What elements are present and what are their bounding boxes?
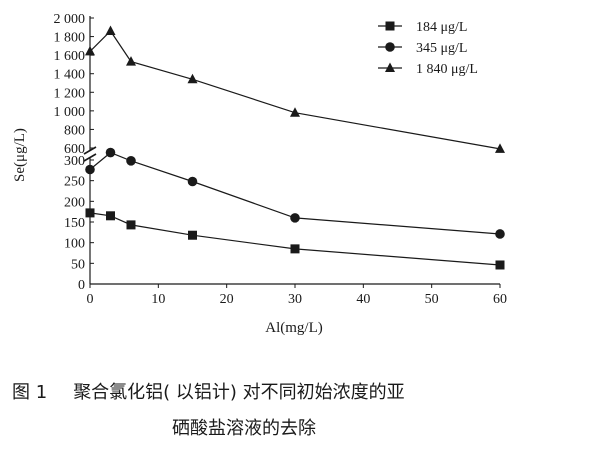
data-point-circle bbox=[85, 164, 95, 175]
data-point-square bbox=[188, 230, 197, 240]
y-axis-label: Se(μg/L) bbox=[12, 128, 28, 182]
y-tick-label: 1 400 bbox=[54, 68, 86, 83]
x-tick-label: 40 bbox=[356, 292, 370, 307]
data-point-square bbox=[126, 220, 136, 230]
data-point-triangle bbox=[290, 107, 300, 117]
legend: 184 μg/L 345 μg/L 1 840 μg/L bbox=[378, 20, 478, 77]
data-point-triangle bbox=[495, 143, 505, 153]
data-point-triangle bbox=[105, 25, 116, 35]
y-tick-label: 1 000 bbox=[54, 105, 86, 120]
data-point-triangle bbox=[187, 73, 198, 84]
y-tick-label: 1 800 bbox=[54, 31, 86, 46]
x-tick-label: 30 bbox=[288, 292, 302, 307]
data-point-circle bbox=[495, 229, 505, 239]
y-tick-label: 200 bbox=[64, 195, 85, 210]
series-markers bbox=[85, 25, 505, 270]
data-point-circle bbox=[187, 176, 198, 187]
data-point-circle bbox=[105, 147, 116, 158]
y-tick-label: 250 bbox=[64, 175, 85, 190]
y-tick-label: 800 bbox=[64, 123, 85, 138]
data-point-square bbox=[106, 211, 115, 221]
legend-label: 184 μg/L bbox=[416, 20, 467, 35]
axis-break-mark bbox=[83, 153, 97, 162]
data-point-square bbox=[290, 244, 300, 254]
x-tick-label: 10 bbox=[151, 292, 165, 307]
figure-number: 图 1 bbox=[12, 382, 48, 403]
y-tick-label: 50 bbox=[71, 257, 85, 272]
data-point-triangle bbox=[126, 56, 136, 66]
y-tick-label: 300 bbox=[64, 154, 85, 169]
x-tick-label: 0 bbox=[87, 292, 94, 307]
legend-label: 1 840 μg/L bbox=[416, 62, 478, 77]
data-point-circle bbox=[126, 156, 136, 166]
caption-line-1: 图 1 聚合氯化铝( 以铝计) 对不同初始浓度的亚 bbox=[12, 378, 405, 404]
y-tick-label: 150 bbox=[64, 216, 85, 231]
data-point-square bbox=[85, 208, 95, 218]
data-point-circle bbox=[290, 213, 300, 223]
y-tick-label: 1 200 bbox=[54, 86, 86, 101]
legend-marker-square bbox=[385, 21, 395, 31]
caption-text-1: 聚合氯化铝( 以铝计) 对不同初始浓度的亚 bbox=[73, 382, 405, 403]
legend-marker-triangle bbox=[385, 62, 395, 72]
data-point-square bbox=[495, 260, 505, 270]
x-tick-label: 60 bbox=[493, 292, 507, 307]
caption-line-2: 硒酸盐溶液的去除 bbox=[172, 418, 316, 439]
y-tick-label: 2 000 bbox=[54, 12, 86, 27]
y-tick-label: 0 bbox=[78, 278, 85, 293]
y-tick-label: 1 600 bbox=[54, 49, 86, 64]
x-tick-label: 20 bbox=[220, 292, 234, 307]
y-tick-label: 600 bbox=[64, 142, 85, 157]
legend-label: 345 μg/L bbox=[416, 41, 467, 56]
legend-marker-circle bbox=[385, 42, 395, 52]
data-point-triangle bbox=[85, 45, 95, 56]
x-axis-label: Al(mg/L) bbox=[265, 320, 323, 336]
chart: Se(μg/L) Al(mg/L) 0 10 20 30 40 50 60050100150… bbox=[12, 12, 508, 336]
x-tick-label: 50 bbox=[425, 292, 439, 307]
y-tick-label: 100 bbox=[64, 237, 85, 252]
